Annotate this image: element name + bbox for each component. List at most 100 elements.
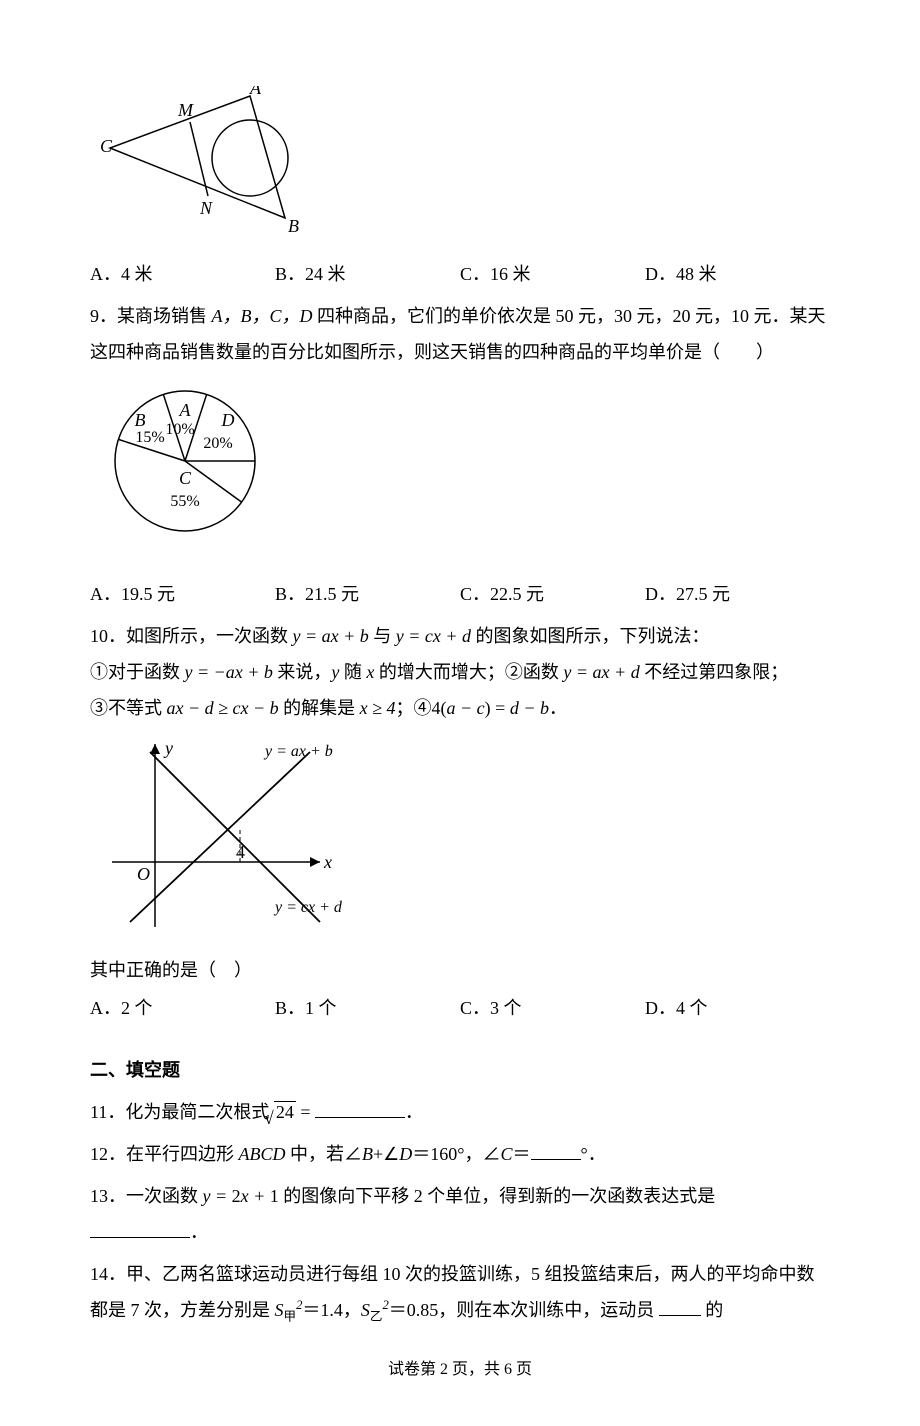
q10-stmt12: ①对于函数 y = −ax + b 来说，y 随 x 的增大而增大；②函数 y … bbox=[90, 654, 830, 690]
q13-blank bbox=[90, 1221, 190, 1238]
q12-b: 中，若∠ bbox=[286, 1144, 363, 1164]
svg-text:D: D bbox=[221, 410, 235, 430]
svg-text:B: B bbox=[135, 410, 146, 430]
q11-c: ． bbox=[405, 1102, 423, 1122]
q9-opt-d: D．27.5 元 bbox=[645, 576, 830, 612]
svg-text:4: 4 bbox=[236, 842, 245, 862]
q8-figure: ABCMN bbox=[100, 86, 830, 248]
q13-a: 一次函数 bbox=[126, 1186, 203, 1206]
q11-sqrt: √24 bbox=[274, 1101, 296, 1122]
svg-text:y = ax + b: y = ax + b bbox=[263, 743, 333, 760]
q10-1b: 与 bbox=[369, 626, 396, 646]
q14-b: 的 bbox=[701, 1300, 724, 1320]
svg-text:O: O bbox=[137, 864, 150, 884]
page-footer: 试卷第 2 页，共 6 页 bbox=[90, 1354, 830, 1386]
svg-text:20%: 20% bbox=[203, 435, 232, 452]
q10-s3eq: ax − d ≥ cx − b bbox=[167, 698, 279, 718]
q12-num: 12． bbox=[90, 1144, 126, 1164]
svg-text:M: M bbox=[177, 100, 194, 120]
q12-eq: ＝160°，∠ bbox=[412, 1144, 500, 1164]
q11-blank bbox=[315, 1101, 405, 1118]
q10-s3b: 的解集是 bbox=[279, 698, 360, 718]
q10-1c: 的图象如图所示，下列说法： bbox=[471, 626, 710, 646]
q10-s4b: ． bbox=[549, 698, 567, 718]
q12-abcd: ABCD bbox=[239, 1144, 286, 1164]
q10-s1e: 不经过第四象限； bbox=[640, 662, 789, 682]
q10-opt-b: B．1 个 bbox=[275, 990, 460, 1026]
q13-c: ． bbox=[190, 1222, 208, 1242]
q14-S1: S甲2 bbox=[275, 1300, 303, 1320]
q10-s3a: ③不等式 bbox=[90, 698, 167, 718]
q10-num: 10． bbox=[90, 626, 126, 646]
q10-s3c: ；④ bbox=[396, 698, 432, 718]
q11: 11．化为最简二次根式 √24 = ． bbox=[90, 1094, 830, 1130]
q9-vars: A，B，C，D bbox=[212, 306, 313, 326]
q8-diagram: ABCMN bbox=[100, 86, 320, 236]
q10-figure: Ox y 4 y = ax + b y = cx + d bbox=[100, 732, 830, 944]
q8-opt-a: A．4 米 bbox=[90, 256, 275, 292]
q10-s3eq2: x ≥ 4 bbox=[360, 698, 396, 718]
q10-s1eq2: y = ax + d bbox=[563, 662, 639, 682]
q13: 13．一次函数 y = 2x + 1 的图像向下平移 2 个单位，得到新的一次函… bbox=[90, 1178, 830, 1214]
q8-opt-d: D．48 米 bbox=[645, 256, 830, 292]
q9-opt-a: A．19.5 元 bbox=[90, 576, 275, 612]
q12-tail: ＝ bbox=[513, 1144, 531, 1164]
q8-opt-b: B．24 米 bbox=[275, 256, 460, 292]
section-2-title: 二、填空题 bbox=[90, 1052, 830, 1088]
q11-sqrt-inner: 24 bbox=[276, 1102, 294, 1122]
q14-s1v: ＝1.4， bbox=[302, 1300, 361, 1320]
q12-B: B bbox=[362, 1144, 373, 1164]
q9-num: 9． bbox=[90, 306, 117, 326]
q10-opt-c: C．3 个 bbox=[460, 990, 645, 1026]
q10-options: A．2 个 B．1 个 C．3 个 D．4 个 bbox=[90, 990, 830, 1026]
svg-text:15%: 15% bbox=[135, 429, 164, 446]
q11-num: 11． bbox=[90, 1102, 125, 1122]
q12-deg: °． bbox=[581, 1144, 606, 1164]
svg-text:B: B bbox=[288, 216, 299, 236]
q10-line1: 10．如图所示，一次函数 y = ax + b 与 y = cx + d 的图象… bbox=[90, 618, 830, 654]
q10-s1c: 随 bbox=[339, 662, 366, 682]
q13-line2: ． bbox=[90, 1214, 830, 1250]
page-content: ABCMN A．4 米 B．24 米 C．16 米 D．48 米 9．某商场销售… bbox=[0, 0, 920, 1426]
q12-D: D bbox=[399, 1144, 412, 1164]
q9-options: A．19.5 元 B．21.5 元 C．22.5 元 D．27.5 元 bbox=[90, 576, 830, 612]
q11-b: = bbox=[296, 1102, 315, 1122]
q9-pie-chart: A10%B15%C55%D20% bbox=[100, 376, 290, 556]
q13-b: 的图像向下平移 2 个单位，得到新的一次函数表达式是 bbox=[279, 1186, 716, 1206]
svg-text:y = cx + d: y = cx + d bbox=[273, 899, 343, 916]
q8-options: A．4 米 B．24 米 C．16 米 D．48 米 bbox=[90, 256, 830, 292]
q10-tail: 其中正确的是（ ） bbox=[90, 952, 830, 988]
q14-blank bbox=[659, 1299, 701, 1316]
q10-s1b: 来说， bbox=[273, 662, 332, 682]
svg-text:C: C bbox=[179, 468, 192, 488]
svg-text:55%: 55% bbox=[170, 493, 199, 510]
q10-s4eq: 4(a − c) = d − b bbox=[432, 698, 549, 718]
q12-a: 在平行四边形 bbox=[126, 1144, 239, 1164]
q9-opt-c: C．22.5 元 bbox=[460, 576, 645, 612]
q13-num: 13． bbox=[90, 1186, 126, 1206]
q11-a: 化为最简二次根式 bbox=[125, 1102, 274, 1122]
q9-opt-b: B．21.5 元 bbox=[275, 576, 460, 612]
svg-text:x: x bbox=[323, 852, 332, 872]
q13-eq: y = 2x + 1 bbox=[203, 1186, 279, 1206]
svg-text:C: C bbox=[100, 136, 113, 156]
q14: 14．甲、乙两名篮球运动员进行每组 10 次的投篮训练，5 组投篮结束后，两人的… bbox=[90, 1256, 830, 1330]
q10-s1a: ①对于函数 bbox=[90, 662, 185, 682]
q14-s2v: ＝0.85，则在本次训练中，运动员 bbox=[389, 1300, 659, 1320]
q10-1a: 如图所示，一次函数 bbox=[126, 626, 293, 646]
q10-graph: Ox y 4 y = ax + b y = cx + d bbox=[100, 732, 360, 932]
q10-eq1: y = ax + b bbox=[293, 626, 369, 646]
q10-s1eq: y = −ax + b bbox=[185, 662, 273, 682]
q12-C: C bbox=[501, 1144, 513, 1164]
q9-t1: 某商场销售 bbox=[117, 306, 212, 326]
svg-text:y: y bbox=[163, 738, 173, 758]
q10-s1d: 的增大而增大；②函数 bbox=[374, 662, 563, 682]
svg-text:N: N bbox=[199, 198, 213, 218]
q14-S2: S乙2 bbox=[361, 1300, 389, 1320]
q10-opt-d: D．4 个 bbox=[645, 990, 830, 1026]
q12-plus: +∠ bbox=[373, 1144, 399, 1164]
q8-opt-c: C．16 米 bbox=[460, 256, 645, 292]
q14-num: 14． bbox=[90, 1264, 126, 1284]
q10-opt-a: A．2 个 bbox=[90, 990, 275, 1026]
svg-text:10%: 10% bbox=[165, 421, 194, 438]
